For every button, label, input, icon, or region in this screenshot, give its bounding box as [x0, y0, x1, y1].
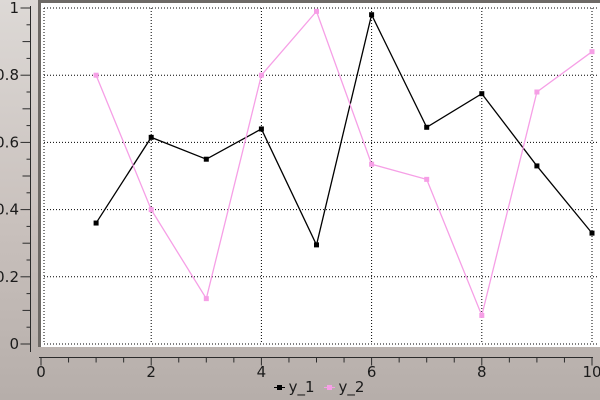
y-tick-label: 0	[9, 335, 19, 353]
legend: y_1 y_2	[19, 379, 600, 395]
series-line-y_2	[95, 10, 593, 318]
y-tick-label: 0.6	[0, 133, 19, 151]
x-tick-label: 0	[36, 363, 46, 381]
series-marker-y_2	[93, 72, 99, 78]
series-marker-y_2	[589, 49, 595, 55]
legend-item-y2: y_2	[323, 378, 365, 396]
x-tick-label: 6	[367, 363, 377, 381]
plot-area	[38, 0, 600, 347]
y-tick-label: 0.8	[0, 66, 19, 84]
legend-label-y1: y_1	[288, 378, 315, 396]
series-marker-y_2	[369, 161, 375, 167]
y2-marker-icon	[326, 384, 332, 390]
series-marker-y_1	[424, 124, 430, 130]
series-marker-y_2	[148, 207, 154, 213]
series-marker-y_1	[534, 163, 540, 169]
series-marker-y_1	[258, 126, 264, 132]
x-tick-label: 8	[477, 363, 487, 381]
x-tick-label: 2	[146, 363, 156, 381]
y1-line-sample-icon	[273, 384, 285, 390]
y-tick-label: 0.2	[0, 268, 19, 286]
series-marker-y_1	[369, 12, 375, 18]
series-marker-y_1	[93, 220, 99, 226]
series-marker-y_2	[258, 72, 264, 78]
series-marker-y_2	[424, 176, 430, 182]
series-marker-y_2	[479, 312, 485, 318]
series-marker-y_1	[589, 230, 595, 236]
series-marker-y_1	[148, 134, 154, 140]
y1-marker-icon	[276, 384, 282, 390]
legend-item-y1: y_1	[273, 378, 315, 396]
x-tick-label: 10	[582, 363, 600, 381]
y-tick-label: 1	[9, 0, 19, 17]
series-marker-y_2	[203, 296, 209, 302]
series-marker-y_2	[534, 89, 540, 95]
legend-label-y2: y_2	[338, 378, 365, 396]
series-marker-y_1	[314, 242, 319, 248]
series-marker-y_2	[314, 8, 319, 14]
y-tick-label: 0.4	[0, 201, 19, 219]
series-marker-y_1	[479, 91, 485, 97]
x-tick-label: 4	[257, 363, 267, 381]
y2-line-sample-icon	[323, 384, 335, 390]
series-line-y_1	[95, 12, 593, 247]
series-marker-y_1	[203, 156, 209, 162]
